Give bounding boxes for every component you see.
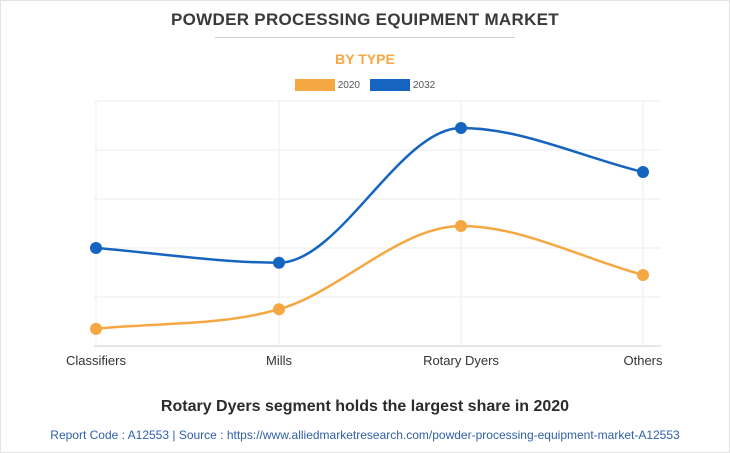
title-divider — [215, 37, 515, 38]
data-point-2020-mills — [273, 303, 285, 316]
x-tick-label: Mills — [266, 353, 292, 368]
chart-title: POWDER PROCESSING EQUIPMENT MARKET — [170, 10, 559, 29]
legend-item-2020[interactable]: 2020 — [294, 79, 360, 91]
x-tick-label: Rotary Dyers — [423, 353, 499, 368]
legend-swatch-2032 — [370, 79, 410, 91]
data-point-2032-rotary-dyers — [455, 121, 467, 134]
chart-caption: Rotary Dyers segment holds the largest s… — [160, 398, 570, 415]
legend: 2020 2032 — [0, 79, 730, 91]
source-footer: Report Code : A12553 | Source : https://… — [50, 428, 680, 442]
data-point-2020-rotary-dyers — [455, 219, 467, 232]
data-point-2032-classifiers — [90, 242, 102, 254]
chart-subtitle: BY TYPE — [335, 51, 395, 67]
data-point-2020-others — [637, 268, 649, 281]
legend-swatch-2020 — [294, 79, 335, 91]
data-point-2032-mills — [273, 256, 285, 269]
legend-label-2032: 2032 — [413, 79, 436, 91]
legend-label-2020: 2020 — [337, 79, 360, 91]
data-point-2032-others — [637, 166, 649, 179]
x-tick-label: Classifiers — [66, 353, 126, 368]
legend-item-2032[interactable]: 2032 — [370, 79, 435, 91]
data-point-2020-classifiers — [90, 322, 102, 335]
series-line-2032 — [95, 126, 644, 264]
series-line-2020 — [95, 224, 644, 331]
x-tick-label: Others — [623, 353, 663, 368]
